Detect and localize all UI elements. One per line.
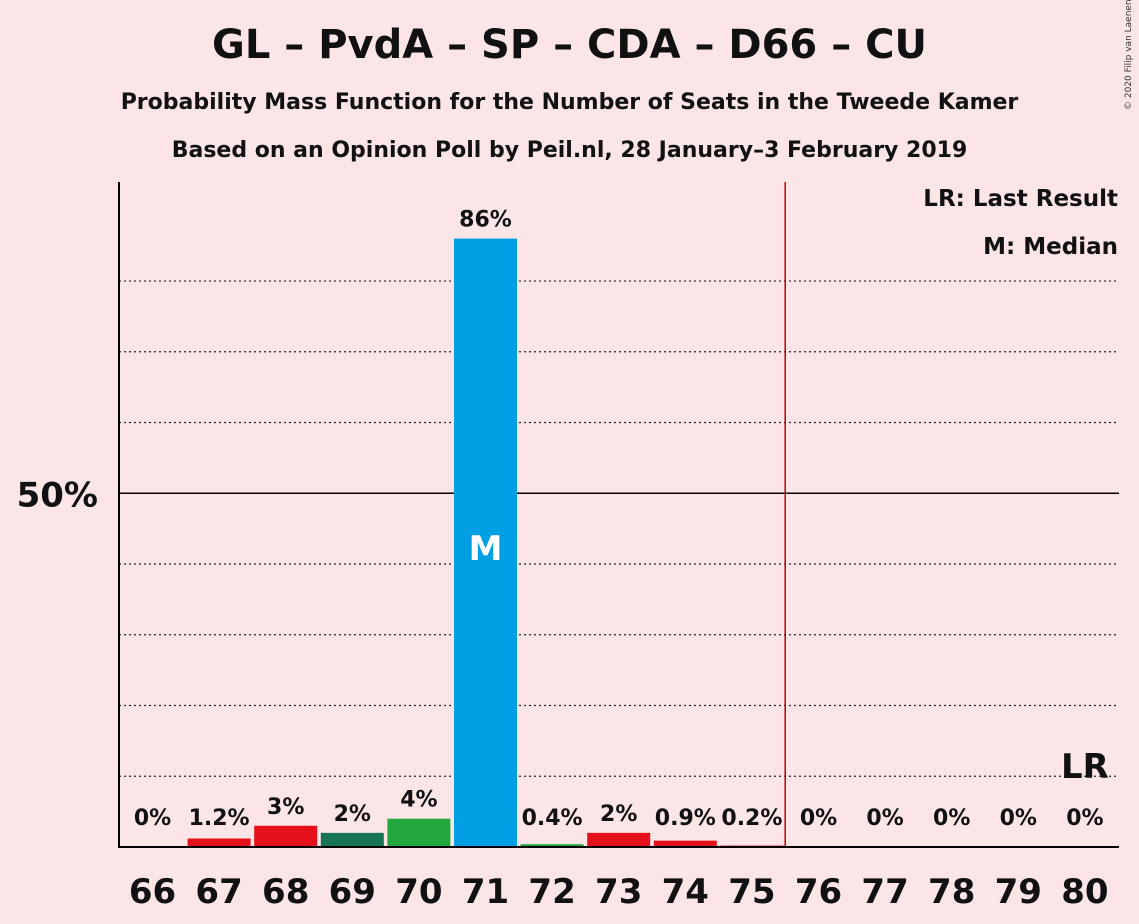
data-label: 1.2%	[189, 806, 250, 831]
legend-last-result: LR: Last Result	[923, 186, 1118, 212]
bar	[254, 825, 318, 847]
x-tick-label: 66	[129, 872, 176, 912]
bar	[187, 838, 251, 847]
data-label: 0%	[866, 806, 903, 831]
y-tick-label: 50%	[17, 475, 98, 515]
data-label: 0%	[800, 806, 837, 831]
data-label: 2%	[600, 802, 637, 827]
data-label: 0%	[933, 806, 970, 831]
bar	[653, 840, 717, 847]
bar	[520, 844, 584, 847]
data-label: 0%	[1000, 806, 1037, 831]
x-tick-label: 79	[995, 872, 1042, 912]
x-tick-label: 71	[462, 872, 509, 912]
data-label: 4%	[400, 788, 437, 813]
data-label: 0.2%	[721, 806, 782, 831]
chart-source-line: Based on an Opinion Poll by Peil.nl, 28 …	[171, 138, 968, 163]
chart-title: GL – PvdA – SP – CDA – D66 – CU	[212, 22, 927, 68]
legend-median: M: Median	[983, 234, 1118, 260]
data-label: 0.4%	[522, 806, 583, 831]
x-tick-label: 69	[329, 872, 376, 912]
x-tick-label: 74	[662, 872, 709, 912]
data-label: 2%	[334, 802, 371, 827]
median-marker: M	[469, 529, 503, 569]
data-label: 86%	[459, 208, 512, 233]
x-tick-label: 80	[1061, 872, 1108, 912]
x-tick-label: 72	[528, 872, 575, 912]
x-tick-label: 70	[395, 872, 442, 912]
bar	[454, 238, 517, 847]
x-tick-label: 67	[195, 872, 242, 912]
bar	[387, 818, 451, 847]
x-tick-label: 77	[861, 872, 908, 912]
x-tick-label: 78	[928, 872, 975, 912]
bar	[587, 832, 651, 847]
data-label: 0%	[1066, 806, 1103, 831]
bar	[320, 832, 384, 847]
last-result-marker: LR	[1061, 747, 1109, 787]
data-label: 0.9%	[655, 806, 716, 831]
x-tick-label: 73	[595, 872, 642, 912]
x-tick-label: 75	[728, 872, 775, 912]
chart-subtitle: Probability Mass Function for the Number…	[120, 90, 1019, 115]
data-label: 3%	[267, 795, 304, 820]
data-label: 0%	[134, 806, 171, 831]
x-tick-label: 76	[795, 872, 842, 912]
x-tick-label: 68	[262, 872, 309, 912]
